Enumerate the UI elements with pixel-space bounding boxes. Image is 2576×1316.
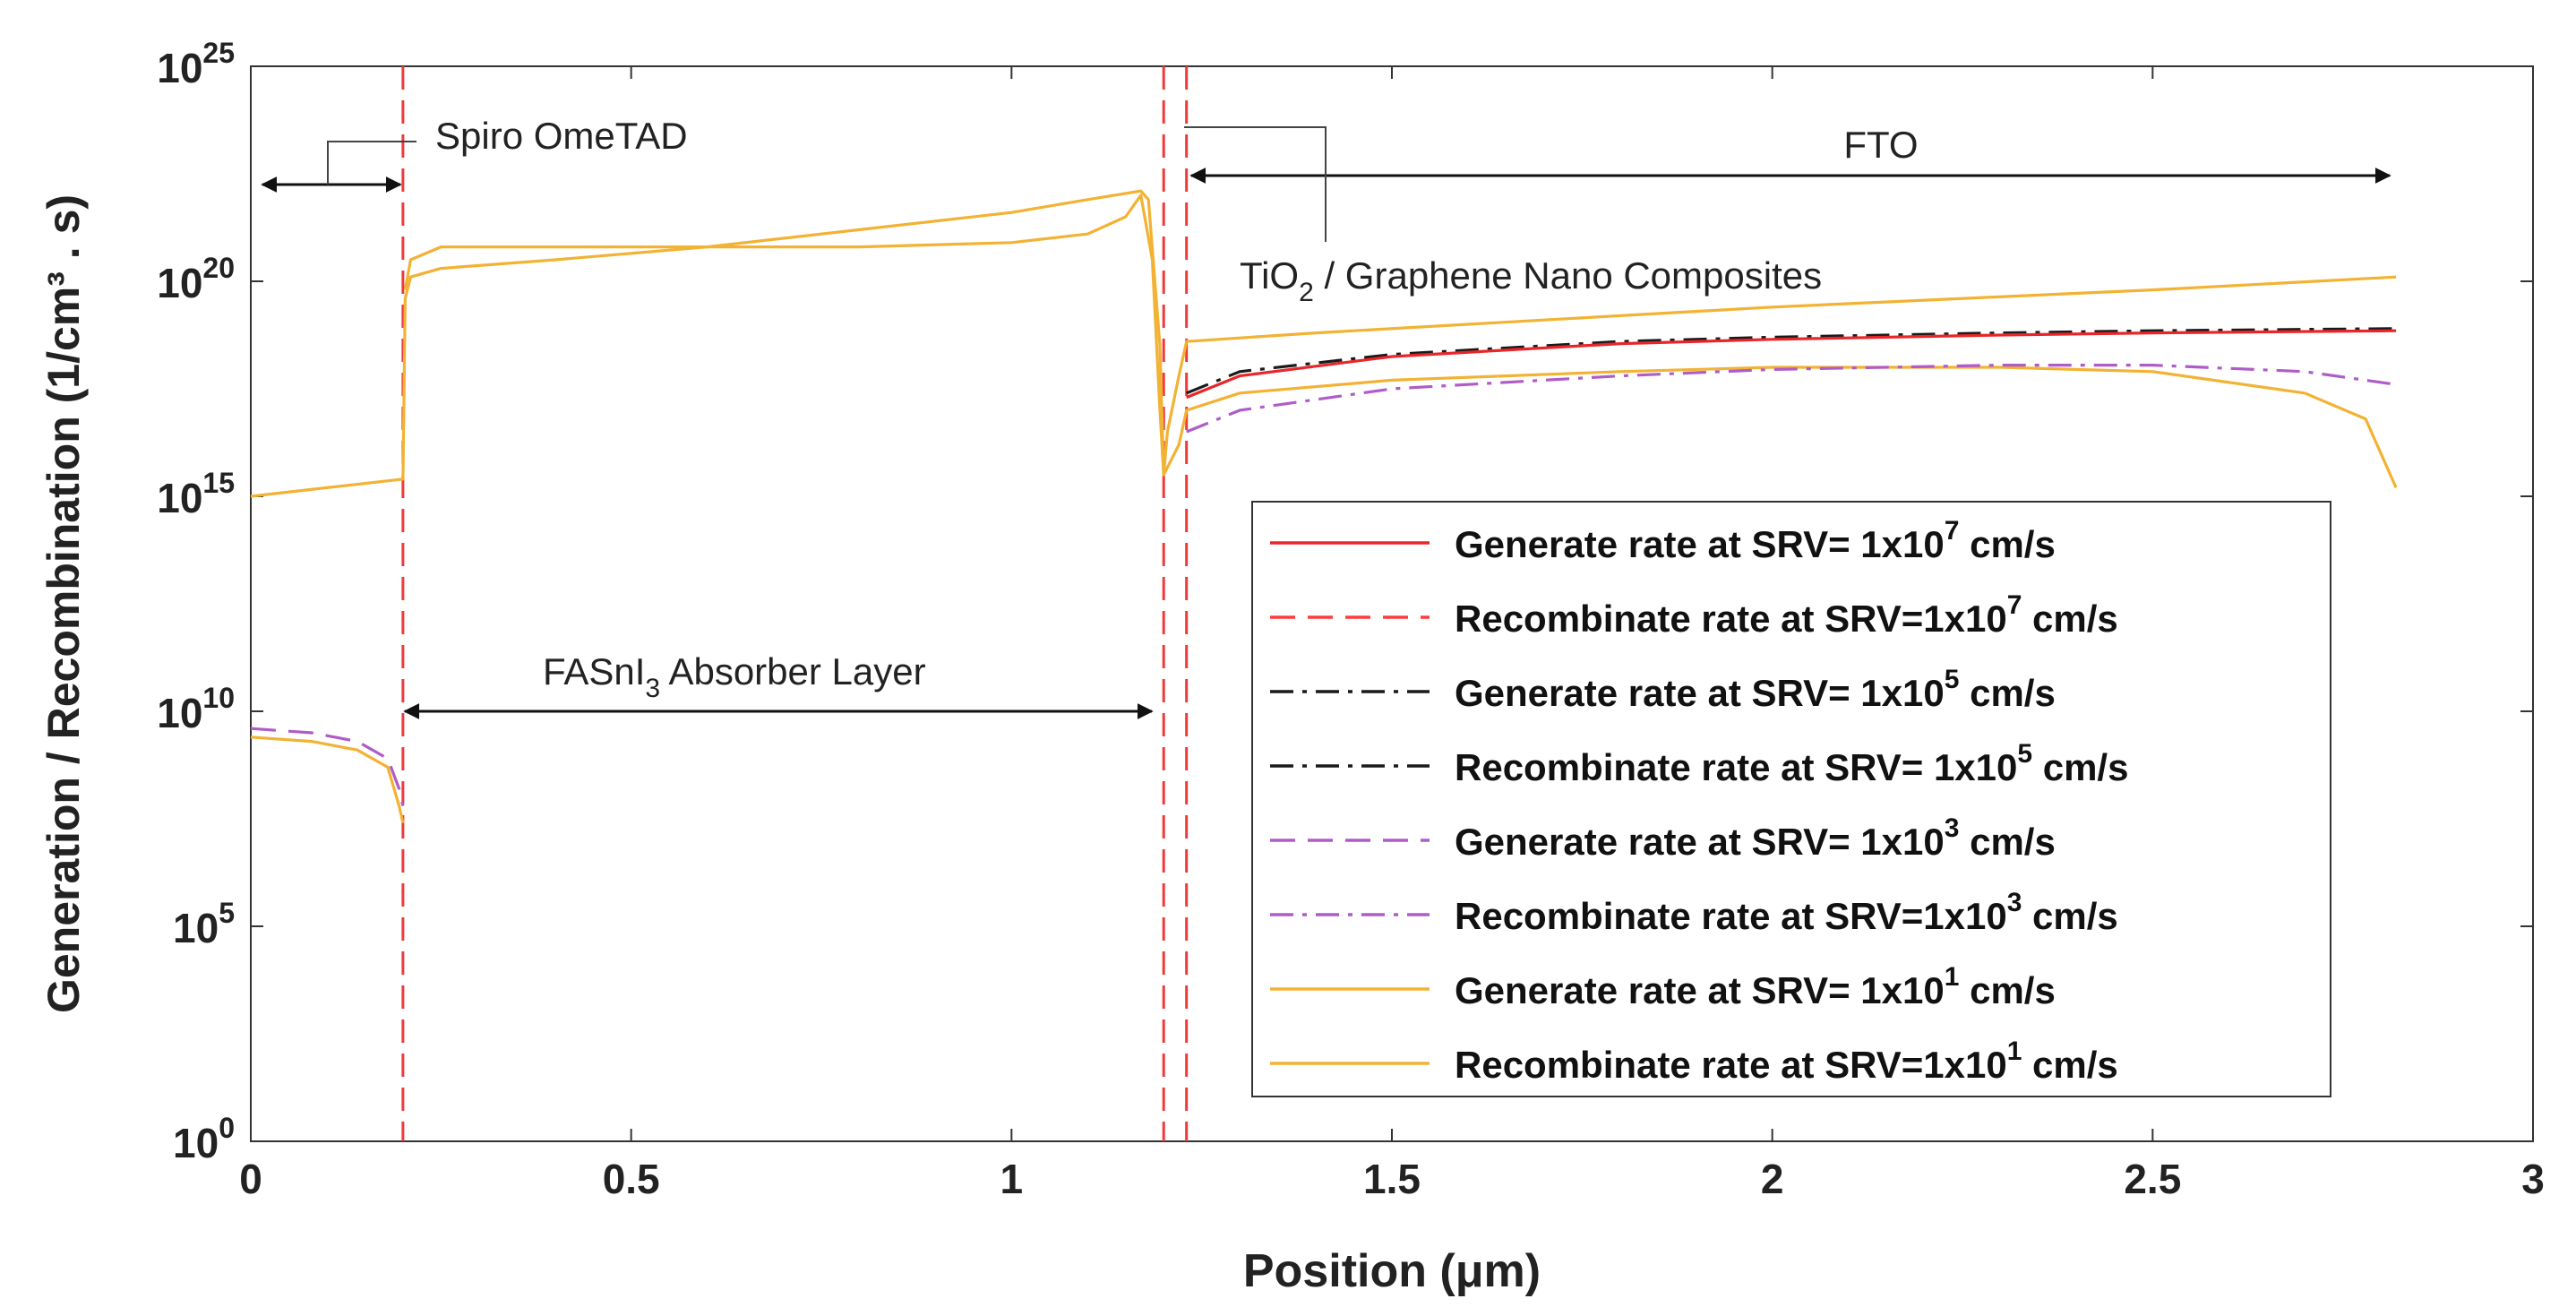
- legend-entry: Generate rate at SRV= 1x107 cm/s: [1270, 516, 2056, 565]
- legend-entry: Recombinate rate at SRV=1x107 cm/s: [1270, 590, 2118, 640]
- absorber-suffix: Absorber Layer: [660, 650, 926, 692]
- x-tick-label: 1.5: [1363, 1156, 1421, 1202]
- x-tick-label: 3: [2521, 1156, 2545, 1202]
- interface-lines: [401, 66, 1189, 1141]
- spiro-leader: [327, 141, 416, 185]
- x-tick-label: 2: [1761, 1156, 1784, 1202]
- legend-label: Recombinate rate at SRV=1x101 cm/s: [1455, 1036, 2118, 1086]
- legend-entry: Recombinate rate at SRV=1x101 cm/s: [1270, 1036, 2118, 1086]
- series-line: [250, 735, 405, 824]
- x-tick-label: 1: [1000, 1156, 1024, 1202]
- x-tick-labels: 0 0.5 1 1.5 2 2.5 3: [239, 1156, 2545, 1202]
- legend: Generate rate at SRV= 1x107 cm/s Recombin…: [1251, 501, 2331, 1097]
- x-tick-label: 0: [239, 1156, 262, 1202]
- legend-entry: Generate rate at SRV= 1x105 cm/s: [1270, 665, 2056, 714]
- x-tick-label: 2.5: [2124, 1156, 2181, 1202]
- legend-label: Generate rate at SRV= 1x107 cm/s: [1455, 516, 2056, 565]
- legend-label: Recombinate rate at SRV=1x103 cm/s: [1455, 888, 2118, 937]
- y-tick-label: 1015: [157, 467, 235, 521]
- series-line: [250, 189, 2397, 498]
- annotations: Spiro OmeTAD FTO TiO2 / Graphene Nano Co…: [261, 115, 2391, 719]
- tio2-label: TiO2 / Graphene Nano Composites: [1240, 254, 1822, 307]
- spiro-label: Spiro OmeTAD: [435, 115, 688, 157]
- series-line: [1186, 329, 2397, 400]
- y-tick-label: 100: [173, 1112, 235, 1166]
- absorber-subscript: 3: [645, 674, 660, 703]
- legend-entry: Recombinate rate at SRV= 1x105 cm/s: [1270, 739, 2128, 788]
- legend-label: Generate rate at SRV= 1x105 cm/s: [1455, 665, 2056, 714]
- legend-box: [1251, 501, 2331, 1097]
- data-series: [250, 189, 2398, 824]
- absorber-prefix: FASnI: [543, 650, 645, 692]
- tio2-prefix: TiO: [1240, 254, 1299, 297]
- series-line: [1186, 327, 2397, 395]
- series-line: [250, 727, 405, 806]
- tio2-subscript: 2: [1299, 278, 1314, 307]
- tio2-suffix: / Graphene Nano Composites: [1314, 254, 1822, 297]
- series-line: [403, 194, 2398, 489]
- y-axis-label: Generation / Recombination (1/cm³ . s): [39, 194, 89, 1013]
- legend-label: Generate rate at SRV= 1x101 cm/s: [1455, 962, 2056, 1011]
- series-line: [1186, 364, 2397, 434]
- fto-label: FTO: [1843, 124, 1918, 166]
- y-tick-label: 1025: [157, 37, 235, 91]
- legend-label: Recombinate rate at SRV= 1x105 cm/s: [1455, 739, 2128, 788]
- legend-label: Recombinate rate at SRV=1x107 cm/s: [1455, 590, 2118, 640]
- legend-entry: Recombinate rate at SRV=1x103 cm/s: [1270, 888, 2118, 937]
- legend-entry: Generate rate at SRV= 1x101 cm/s: [1270, 962, 2056, 1011]
- x-axis-label: Position (μm): [1243, 1245, 1541, 1297]
- absorber-label: FASnI3 Absorber Layer: [543, 650, 926, 703]
- legend-entry: Generate rate at SRV= 1x103 cm/s: [1270, 813, 2056, 863]
- tio2-leader: [1184, 126, 1327, 242]
- y-tick-label: 1010: [157, 682, 235, 736]
- y-tick-label: 105: [173, 897, 235, 951]
- legend-label: Generate rate at SRV= 1x103 cm/s: [1455, 813, 2056, 863]
- x-tick-label: 0.5: [603, 1156, 660, 1202]
- y-tick-label: 1020: [157, 252, 235, 306]
- y-tick-labels: 100 105 1010 1015 1020 1025: [157, 37, 235, 1166]
